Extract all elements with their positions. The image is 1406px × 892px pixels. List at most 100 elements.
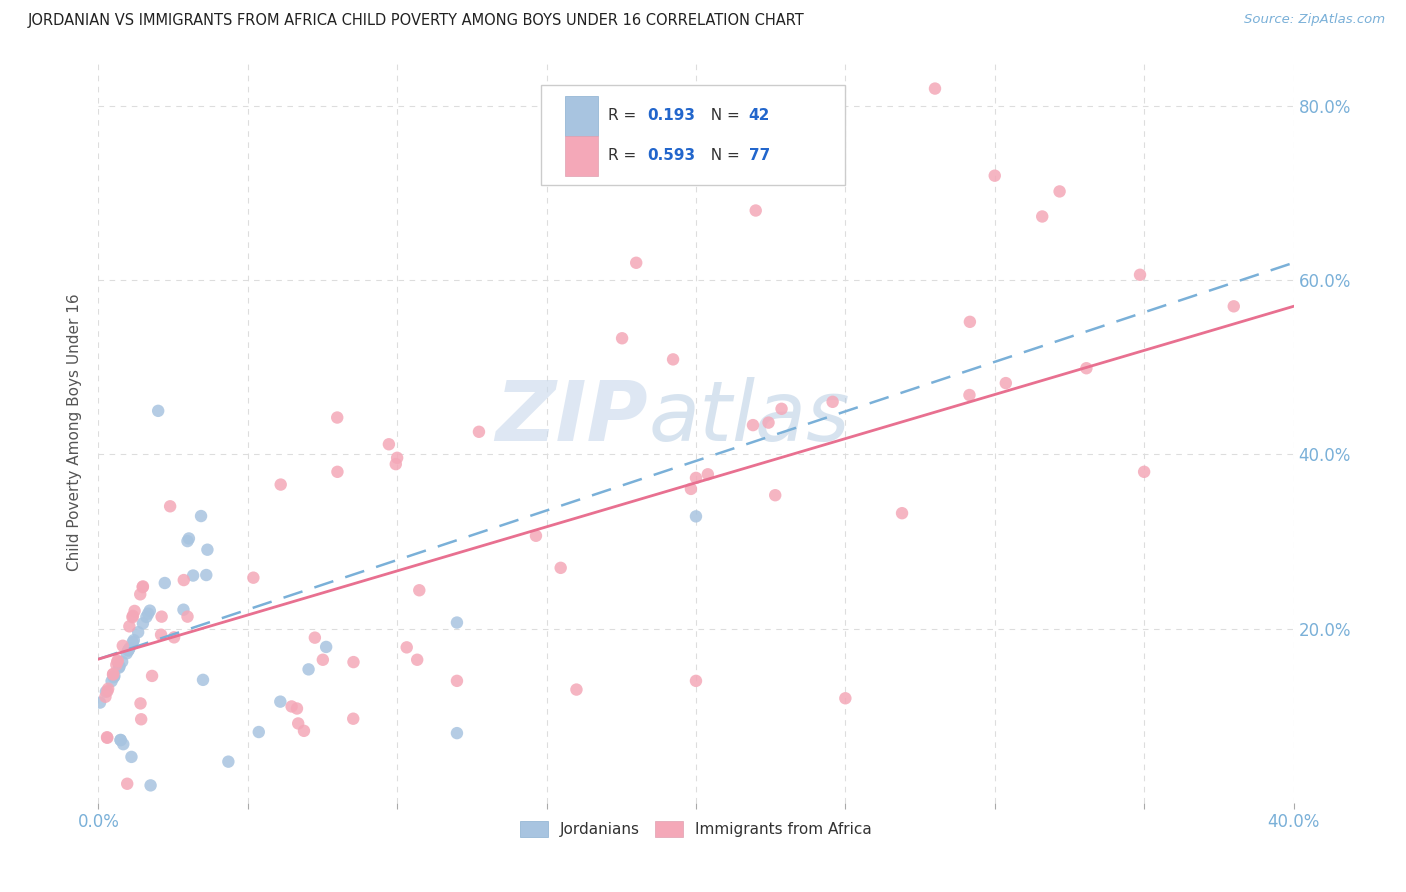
Point: [662, 352, 685, 367]
Point: [117, 643, 139, 657]
Point: [270, 477, 292, 491]
Y-axis label: Child Poverty Among Boys Under 16: Child Poverty Among Boys Under 16: [67, 293, 83, 572]
Bar: [565, 95, 598, 136]
Point: [685, 673, 707, 688]
Point: [122, 608, 145, 623]
Point: [821, 394, 844, 409]
FancyBboxPatch shape: [541, 85, 845, 185]
Point: [959, 388, 981, 402]
Point: [139, 604, 162, 618]
Point: [395, 640, 418, 655]
Text: 0.193: 0.193: [647, 109, 695, 123]
Point: [173, 573, 195, 587]
Point: [103, 667, 125, 681]
Point: [745, 203, 768, 218]
Point: [96, 731, 118, 745]
Point: [385, 450, 408, 465]
Point: [326, 465, 349, 479]
Text: atlas: atlas: [648, 377, 849, 458]
Point: [610, 331, 633, 345]
Point: [696, 467, 718, 482]
Point: [124, 604, 146, 618]
Point: [326, 410, 349, 425]
Point: [96, 731, 118, 745]
Point: [132, 616, 155, 631]
Point: [446, 673, 468, 688]
Point: [550, 561, 572, 575]
Point: [304, 631, 326, 645]
Point: [269, 695, 291, 709]
Point: [172, 603, 194, 617]
Point: [770, 401, 793, 416]
Point: [342, 655, 364, 669]
Point: [378, 437, 401, 451]
Point: [468, 425, 491, 439]
Point: [1129, 268, 1152, 282]
Point: [242, 571, 264, 585]
Point: [406, 653, 429, 667]
Point: [122, 633, 145, 648]
Point: [197, 542, 219, 557]
Point: [150, 628, 173, 642]
Point: [117, 643, 139, 657]
Point: [742, 418, 765, 433]
Point: [110, 733, 132, 747]
Point: [129, 587, 152, 601]
Point: [177, 532, 200, 546]
Point: [565, 682, 588, 697]
Text: R =: R =: [607, 109, 641, 123]
Point: [685, 471, 707, 485]
Point: [408, 583, 430, 598]
Point: [297, 662, 319, 676]
Point: [446, 615, 468, 630]
Point: [103, 670, 125, 684]
Point: [139, 778, 162, 792]
Point: [100, 674, 122, 689]
Point: [315, 640, 337, 654]
Point: [108, 659, 131, 673]
Point: [107, 654, 129, 668]
Point: [287, 716, 309, 731]
Point: [103, 669, 125, 683]
Point: [524, 529, 547, 543]
Text: JORDANIAN VS IMMIGRANTS FROM AFRICA CHILD POVERTY AMONG BOYS UNDER 16 CORRELATIO: JORDANIAN VS IMMIGRANTS FROM AFRICA CHIL…: [28, 13, 804, 29]
Point: [94, 690, 117, 704]
Point: [111, 655, 134, 669]
Point: [121, 610, 143, 624]
Point: [141, 669, 163, 683]
Point: [891, 506, 914, 520]
Bar: [565, 136, 598, 177]
Point: [280, 699, 302, 714]
Text: 0.593: 0.593: [647, 148, 695, 163]
Point: [115, 777, 138, 791]
Point: [108, 661, 131, 675]
Point: [1049, 185, 1071, 199]
Point: [924, 81, 946, 95]
Point: [384, 457, 406, 471]
Point: [758, 416, 780, 430]
Text: Source: ZipAtlas.com: Source: ZipAtlas.com: [1244, 13, 1385, 27]
Point: [112, 737, 135, 751]
Point: [120, 750, 142, 764]
Text: 77: 77: [748, 148, 770, 163]
Point: [115, 646, 138, 660]
Text: R =: R =: [607, 148, 641, 163]
Point: [247, 725, 270, 739]
Point: [135, 610, 157, 624]
Point: [679, 482, 702, 496]
Point: [446, 726, 468, 740]
Text: N =: N =: [700, 109, 744, 123]
Point: [163, 631, 186, 645]
Point: [111, 639, 134, 653]
Point: [195, 568, 218, 582]
Point: [834, 691, 856, 706]
Point: [342, 712, 364, 726]
Point: [181, 568, 204, 582]
Point: [97, 681, 120, 696]
Text: ZIP: ZIP: [495, 377, 648, 458]
Point: [118, 619, 141, 633]
Text: 42: 42: [748, 109, 770, 123]
Point: [94, 685, 117, 699]
Point: [217, 755, 239, 769]
Point: [148, 404, 170, 418]
